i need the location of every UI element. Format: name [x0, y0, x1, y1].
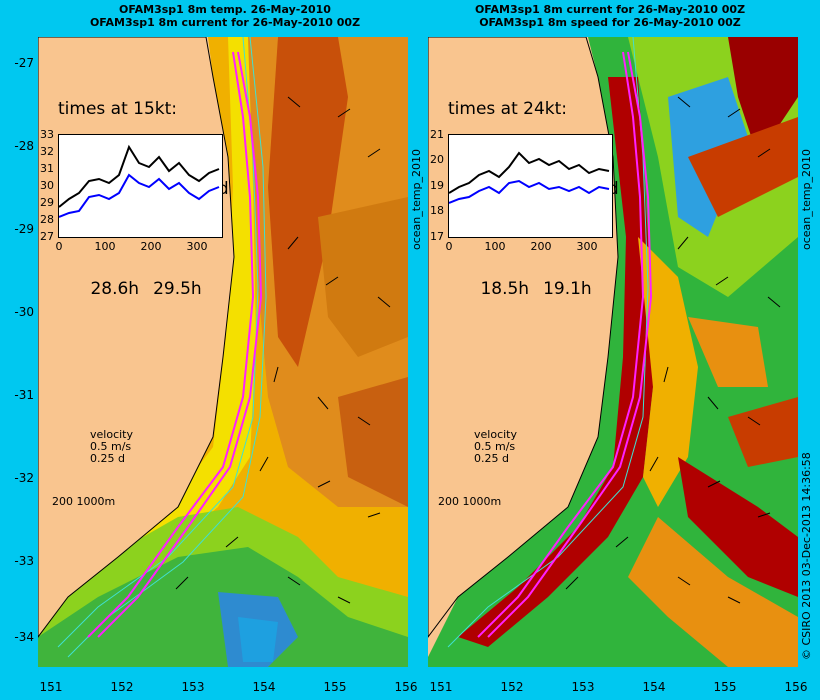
inset-xtick: 100	[484, 240, 506, 253]
depth-legend-right: 200 1000m	[438, 495, 502, 508]
inset-xtick: 0	[445, 240, 453, 253]
lon-tick: 153	[181, 680, 205, 694]
left-title: OFAM3sp1 8m temp. 26-May-2010 OFAM3sp1 8…	[60, 3, 390, 29]
lon-tick: 153	[571, 680, 595, 694]
velocity-speed: 0.5 m/s	[474, 440, 516, 453]
lat-tick: -33	[14, 554, 34, 568]
velocity-time: 0.25 d	[90, 452, 125, 465]
right-standard-value: 19.1h	[543, 279, 592, 299]
right-best-value: 18.5h	[480, 279, 530, 299]
lat-tick: -32	[14, 471, 34, 485]
lat-tick: -27	[14, 56, 34, 70]
inset-xtick: 200	[530, 240, 552, 253]
inset-ytick: 28	[40, 213, 54, 226]
lon-tick: 155	[713, 680, 737, 694]
velocity-title: velocity	[474, 428, 517, 441]
velocity-time: 0.25 d	[474, 452, 509, 465]
inset-xtick: 300	[576, 240, 598, 253]
lat-tick: -30	[14, 305, 34, 319]
right-times-values: 18.5h 19.1h	[448, 259, 619, 319]
lon-tick: 156	[394, 680, 418, 694]
right-inset-chart	[448, 134, 613, 238]
right-side-label: ocean_temp_2010	[800, 148, 813, 250]
left-times-values: 28.6h 29.5h	[58, 259, 229, 319]
right-times-heading: times at 24kt:	[448, 99, 568, 119]
inset-ytick: 30	[40, 179, 54, 192]
lon-tick: 156	[784, 680, 808, 694]
lat-tick: -28	[14, 139, 34, 153]
right-inset-plot	[448, 151, 610, 204]
inset-ytick: 33	[40, 128, 54, 141]
velocity-legend-left: velocity 0.5 m/s 0.25 d	[90, 429, 133, 465]
lat-tick: -31	[14, 388, 34, 402]
left-title-line1: OFAM3sp1 8m temp. 26-May-2010	[119, 3, 331, 16]
left-inset-chart	[58, 134, 223, 238]
velocity-title: velocity	[90, 428, 133, 441]
inset-xtick: 100	[94, 240, 116, 253]
inset-ytick: 19	[430, 179, 444, 192]
inset-xtick: 300	[186, 240, 208, 253]
right-title: OFAM3sp1 8m current for 26-May-2010 00Z …	[440, 3, 780, 29]
lon-tick: 155	[323, 680, 347, 694]
depth-legend-left: 200 1000m	[52, 495, 116, 508]
lon-tick: 154	[642, 680, 666, 694]
left-standard-value: 29.5h	[153, 279, 202, 299]
left-best-value: 28.6h	[90, 279, 140, 299]
inset-ytick: 29	[40, 196, 54, 209]
left-inset-plot	[58, 144, 220, 218]
lon-tick: 151	[39, 680, 63, 694]
inset-ytick: 18	[430, 204, 444, 217]
left-title-line2: OFAM3sp1 8m current for 26-May-2010 00Z	[89, 16, 361, 29]
inset-ytick: 17	[430, 230, 444, 243]
velocity-speed: 0.5 m/s	[90, 440, 132, 453]
velocity-legend-right: velocity 0.5 m/s 0.25 d	[474, 429, 517, 465]
left-times-heading: times at 15kt:	[58, 99, 178, 119]
credit-text: © CSIRO 2013 03-Dec-2013 14:36:58	[800, 452, 813, 660]
lon-tick: 151	[429, 680, 453, 694]
inset-xtick: 200	[140, 240, 162, 253]
inset-ytick: 32	[40, 145, 54, 158]
inset-ytick: 27	[40, 230, 54, 243]
inset-ytick: 20	[430, 153, 444, 166]
right-title-line2: OFAM3sp1 8m speed for 26-May-2010 00Z	[479, 16, 741, 29]
lon-tick: 152	[110, 680, 134, 694]
lon-tick: 154	[252, 680, 276, 694]
lat-tick: -34	[14, 630, 34, 644]
right-title-line1: OFAM3sp1 8m current for 26-May-2010 00Z	[474, 3, 746, 16]
inset-xtick: 0	[55, 240, 63, 253]
lat-tick: -29	[14, 222, 34, 236]
inset-ytick: 31	[40, 162, 54, 175]
lon-tick: 152	[500, 680, 524, 694]
inset-ytick: 21	[430, 128, 444, 141]
